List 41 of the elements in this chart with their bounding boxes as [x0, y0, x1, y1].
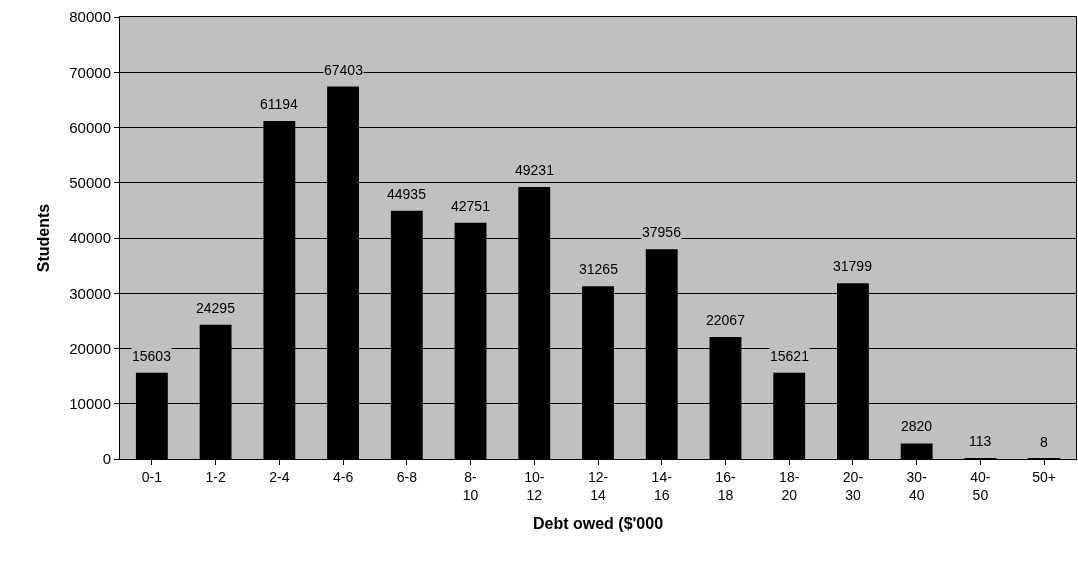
data-label: 31799	[833, 258, 873, 274]
y-tick-label: 10000	[69, 395, 111, 412]
data-label: 42751	[451, 198, 491, 214]
data-label: 31265	[579, 261, 619, 277]
y-tick-label: 0	[102, 450, 111, 468]
x-tick-label: 20-30	[842, 468, 864, 503]
data-label: 113	[969, 433, 992, 449]
data-label: 24295	[196, 300, 236, 316]
x-tick-label: 40-50	[970, 468, 991, 503]
data-label: 22067	[706, 312, 746, 328]
y-tick-label: 20000	[69, 339, 111, 357]
data-label: 15621	[770, 348, 810, 364]
x-tick-label: 6-8	[396, 468, 418, 485]
data-label: 8	[1040, 434, 1048, 450]
y-tick-label: 40000	[69, 229, 111, 247]
x-tick-label: 30-40	[906, 468, 928, 503]
x-tick-label: 4-6	[332, 468, 354, 485]
x-tick-label: 8-10	[462, 468, 479, 503]
data-label: 15603	[132, 348, 172, 364]
x-tick-label: 16-18	[715, 468, 736, 503]
y-tick-label: 60000	[69, 118, 111, 136]
x-tick-label: 1-2	[205, 468, 226, 485]
x-tick-label: 18-20	[779, 468, 800, 503]
y-tick-label: 70000	[69, 63, 111, 81]
y-tick-label: 50000	[69, 174, 111, 191]
x-tick-label: 12-14	[587, 468, 609, 503]
data-label: 67403	[324, 62, 364, 78]
x-tick-label: 2-4	[269, 468, 290, 485]
x-tick-label: 0-1	[141, 468, 163, 485]
x-axis-title: Debt owed ($'000	[532, 514, 664, 532]
x-tick-label: 14-16	[651, 468, 673, 503]
data-label: 44935	[387, 186, 427, 202]
data-label: 2820	[901, 418, 933, 434]
y-axis-title: Students	[35, 203, 53, 273]
data-label: 37956	[642, 224, 682, 240]
y-tick-label: 30000	[69, 284, 111, 302]
x-tick-label: 50+	[1032, 468, 1057, 485]
x-tick-label: 10-12	[524, 468, 545, 503]
data-label: 61194	[260, 96, 299, 112]
y-tick-label: 80000	[69, 8, 111, 26]
data-label: 49231	[515, 162, 555, 178]
